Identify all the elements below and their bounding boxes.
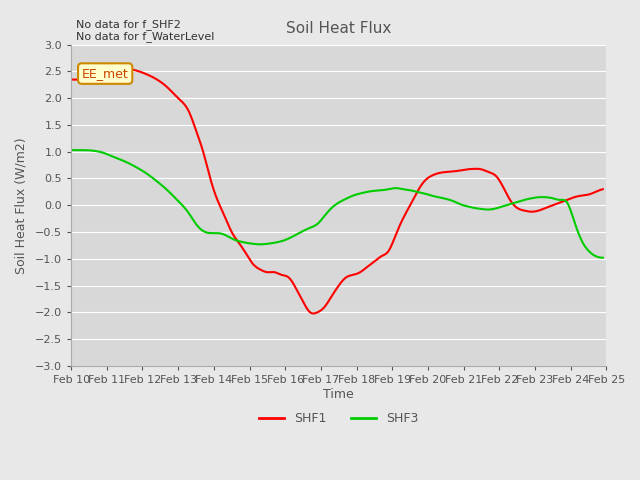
- X-axis label: Time: Time: [323, 388, 354, 401]
- SHF1: [527, 209, 534, 215]
- SHF3: [390, 185, 398, 191]
- Y-axis label: Soil Heat Flux (W/m2): Soil Heat Flux (W/m2): [15, 137, 28, 274]
- SHF1: [599, 186, 607, 192]
- SHF1: [378, 253, 385, 259]
- SHF3: [471, 205, 479, 211]
- Text: EE_met: EE_met: [82, 67, 129, 80]
- SHF3: [76, 147, 83, 153]
- Line: SHF1: SHF1: [71, 69, 603, 313]
- SHF3: [100, 150, 108, 156]
- SHF3: [599, 255, 607, 261]
- SHF1: [67, 76, 75, 82]
- Text: No data for f_SHF2
No data for f_WaterLevel: No data for f_SHF2 No data for f_WaterLe…: [76, 19, 215, 42]
- SHF1: [391, 233, 399, 239]
- SHF3: [406, 188, 414, 193]
- SHF3: [67, 147, 75, 153]
- SHF1: [120, 66, 128, 72]
- SHF3: [377, 188, 385, 193]
- SHF3: [526, 196, 534, 202]
- Title: Soil Heat Flux: Soil Heat Flux: [286, 22, 392, 36]
- SHF1: [407, 201, 415, 206]
- Legend: SHF1, SHF3: SHF1, SHF3: [254, 408, 424, 431]
- SHF1: [100, 70, 108, 76]
- SHF1: [310, 311, 317, 316]
- SHF1: [472, 166, 479, 172]
- Line: SHF3: SHF3: [71, 150, 603, 258]
